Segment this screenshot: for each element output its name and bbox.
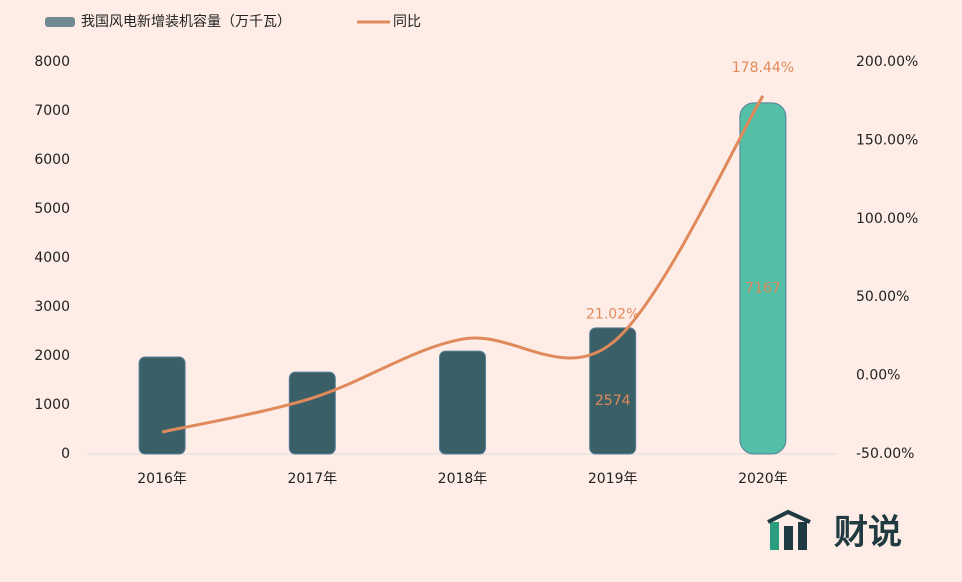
y-tick-label: 6000 [34, 152, 70, 168]
x-tick-label: 2018年 [438, 471, 488, 487]
x-tick-label: 2020年 [738, 471, 788, 487]
y2-tick-label: 200.00% [856, 54, 918, 70]
bar [439, 350, 486, 455]
y-tick-label: 4000 [34, 250, 70, 266]
y2-tick-label: 50.00% [856, 289, 909, 305]
legend-swatch [45, 17, 75, 27]
y2-tick-label: 100.00% [856, 211, 918, 227]
y-tick-label: 2000 [34, 348, 70, 364]
legend-label: 我国风电新增装机容量（万千瓦） [81, 13, 291, 30]
x-tick-label: 2016年 [137, 471, 187, 487]
bar [589, 327, 637, 455]
bar [288, 371, 336, 455]
logo-text: 财说 [834, 513, 902, 553]
bar-value-label: 2574 [595, 393, 631, 409]
y2-tick-label: 0.00% [856, 368, 900, 384]
y-tick-label: 0 [61, 446, 70, 462]
legend-label: 同比 [393, 14, 421, 30]
logo-icon [767, 509, 811, 550]
y2-tick-label: -50.00% [856, 446, 914, 462]
y-tick-label: 3000 [34, 299, 70, 315]
line [161, 95, 765, 434]
y-tick-label: 5000 [34, 201, 70, 217]
bar [739, 102, 787, 455]
x-tick-label: 2017年 [287, 471, 337, 487]
y-tick-label: 1000 [34, 397, 70, 413]
y-tick-label: 7000 [34, 103, 70, 119]
line-value-label: 178.44% [732, 60, 794, 76]
bar-value-label: 7167 [745, 280, 781, 296]
x-tick-label: 2019年 [588, 471, 638, 487]
y2-tick-label: 150.00% [856, 132, 918, 148]
line-value-label: 21.02% [586, 307, 639, 323]
y-tick-label: 8000 [34, 54, 70, 70]
bar [138, 356, 186, 455]
